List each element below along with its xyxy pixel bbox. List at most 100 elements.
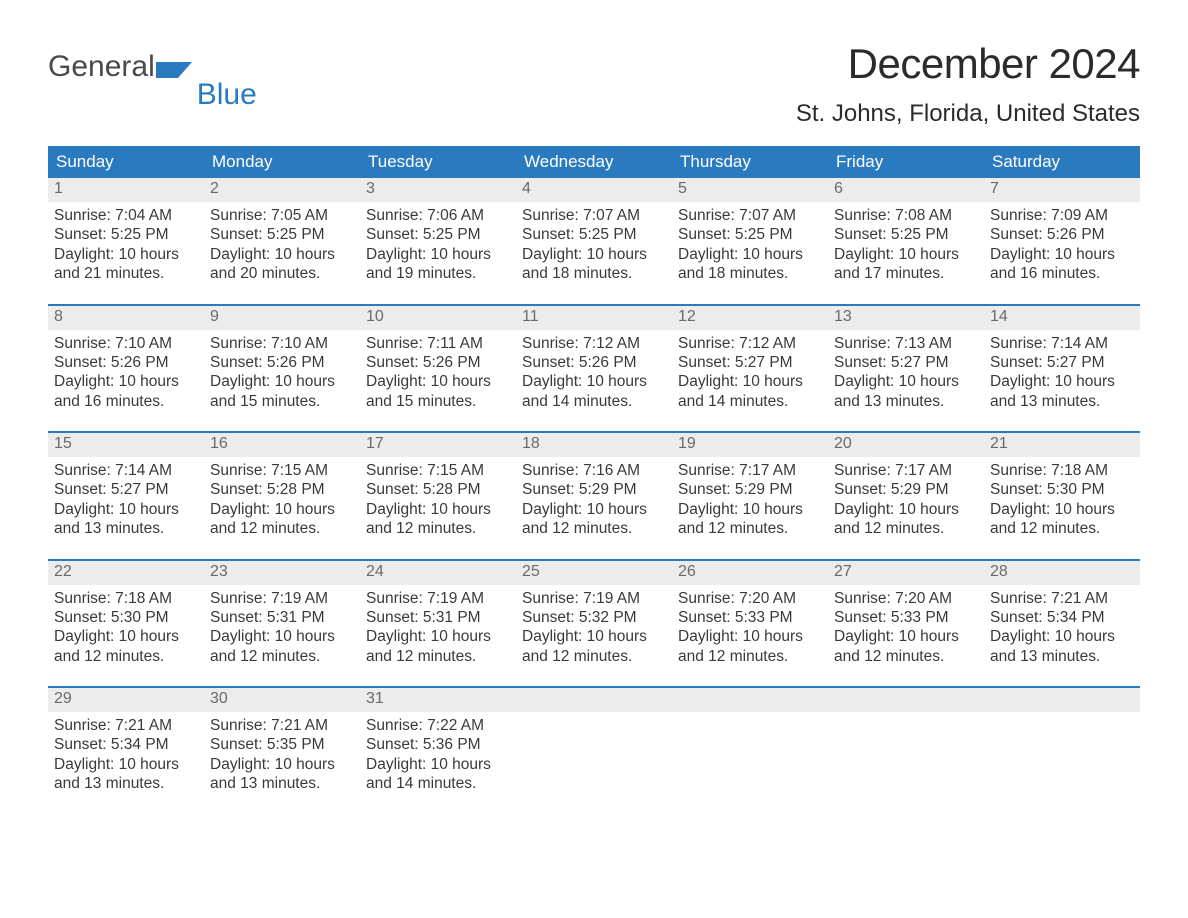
day-number: 10 <box>360 306 516 330</box>
sunset-text: Sunset: 5:31 PM <box>210 608 354 627</box>
daylight-text: Daylight: 10 hours and 13 minutes. <box>834 372 978 411</box>
week-row: 15Sunrise: 7:14 AMSunset: 5:27 PMDayligh… <box>48 431 1140 541</box>
daylight-text: Daylight: 10 hours and 18 minutes. <box>678 245 822 284</box>
day-cell: 30Sunrise: 7:21 AMSunset: 5:35 PMDayligh… <box>204 688 360 796</box>
day-number: 25 <box>516 561 672 585</box>
day-data: Sunrise: 7:09 AMSunset: 5:26 PMDaylight:… <box>984 202 1140 286</box>
day-cell <box>828 688 984 796</box>
day-cell: 18Sunrise: 7:16 AMSunset: 5:29 PMDayligh… <box>516 433 672 541</box>
sunset-text: Sunset: 5:26 PM <box>990 225 1134 244</box>
logo-text-general: General <box>48 50 155 84</box>
sunrise-text: Sunrise: 7:09 AM <box>990 206 1134 225</box>
sunset-text: Sunset: 5:29 PM <box>834 480 978 499</box>
sunset-text: Sunset: 5:30 PM <box>990 480 1134 499</box>
day-cell: 20Sunrise: 7:17 AMSunset: 5:29 PMDayligh… <box>828 433 984 541</box>
day-data: Sunrise: 7:20 AMSunset: 5:33 PMDaylight:… <box>672 585 828 669</box>
day-header-wed: Wednesday <box>516 146 672 178</box>
day-header-tue: Tuesday <box>360 146 516 178</box>
day-data: Sunrise: 7:07 AMSunset: 5:25 PMDaylight:… <box>672 202 828 286</box>
day-number <box>984 688 1140 712</box>
day-data: Sunrise: 7:10 AMSunset: 5:26 PMDaylight:… <box>204 330 360 414</box>
day-cell: 4Sunrise: 7:07 AMSunset: 5:25 PMDaylight… <box>516 178 672 286</box>
day-data: Sunrise: 7:16 AMSunset: 5:29 PMDaylight:… <box>516 457 672 541</box>
day-number: 22 <box>48 561 204 585</box>
sunrise-text: Sunrise: 7:04 AM <box>54 206 198 225</box>
day-header-sun: Sunday <box>48 146 204 178</box>
sunset-text: Sunset: 5:29 PM <box>678 480 822 499</box>
week-row: 22Sunrise: 7:18 AMSunset: 5:30 PMDayligh… <box>48 559 1140 669</box>
day-number: 26 <box>672 561 828 585</box>
day-number: 20 <box>828 433 984 457</box>
day-number: 1 <box>48 178 204 202</box>
sunrise-text: Sunrise: 7:19 AM <box>210 589 354 608</box>
sunset-text: Sunset: 5:33 PM <box>678 608 822 627</box>
day-cell: 25Sunrise: 7:19 AMSunset: 5:32 PMDayligh… <box>516 561 672 669</box>
sunset-text: Sunset: 5:26 PM <box>210 353 354 372</box>
day-data: Sunrise: 7:15 AMSunset: 5:28 PMDaylight:… <box>204 457 360 541</box>
daylight-text: Daylight: 10 hours and 20 minutes. <box>210 245 354 284</box>
sunset-text: Sunset: 5:25 PM <box>210 225 354 244</box>
sunrise-text: Sunrise: 7:14 AM <box>54 461 198 480</box>
day-header-fri: Friday <box>828 146 984 178</box>
day-number: 18 <box>516 433 672 457</box>
day-number: 13 <box>828 306 984 330</box>
day-data: Sunrise: 7:18 AMSunset: 5:30 PMDaylight:… <box>984 457 1140 541</box>
day-cell: 28Sunrise: 7:21 AMSunset: 5:34 PMDayligh… <box>984 561 1140 669</box>
day-cell: 11Sunrise: 7:12 AMSunset: 5:26 PMDayligh… <box>516 306 672 414</box>
day-number: 11 <box>516 306 672 330</box>
day-number: 2 <box>204 178 360 202</box>
sunrise-text: Sunrise: 7:19 AM <box>522 589 666 608</box>
daylight-text: Daylight: 10 hours and 16 minutes. <box>990 245 1134 284</box>
day-cell: 10Sunrise: 7:11 AMSunset: 5:26 PMDayligh… <box>360 306 516 414</box>
header: General Blue December 2024 St. Johns, Fl… <box>48 40 1140 142</box>
day-number: 17 <box>360 433 516 457</box>
day-cell: 6Sunrise: 7:08 AMSunset: 5:25 PMDaylight… <box>828 178 984 286</box>
flag-icon <box>156 56 192 90</box>
sunrise-text: Sunrise: 7:20 AM <box>678 589 822 608</box>
sunrise-text: Sunrise: 7:21 AM <box>990 589 1134 608</box>
day-data: Sunrise: 7:18 AMSunset: 5:30 PMDaylight:… <box>48 585 204 669</box>
daylight-text: Daylight: 10 hours and 12 minutes. <box>678 500 822 539</box>
sunset-text: Sunset: 5:29 PM <box>522 480 666 499</box>
sunrise-text: Sunrise: 7:21 AM <box>54 716 198 735</box>
day-number: 16 <box>204 433 360 457</box>
sunset-text: Sunset: 5:32 PM <box>522 608 666 627</box>
day-cell: 12Sunrise: 7:12 AMSunset: 5:27 PMDayligh… <box>672 306 828 414</box>
day-cell: 3Sunrise: 7:06 AMSunset: 5:25 PMDaylight… <box>360 178 516 286</box>
day-data: Sunrise: 7:17 AMSunset: 5:29 PMDaylight:… <box>828 457 984 541</box>
day-number: 12 <box>672 306 828 330</box>
daylight-text: Daylight: 10 hours and 12 minutes. <box>210 627 354 666</box>
day-number: 19 <box>672 433 828 457</box>
day-data: Sunrise: 7:12 AMSunset: 5:27 PMDaylight:… <box>672 330 828 414</box>
sunrise-text: Sunrise: 7:06 AM <box>366 206 510 225</box>
sunrise-text: Sunrise: 7:12 AM <box>522 334 666 353</box>
day-data: Sunrise: 7:04 AMSunset: 5:25 PMDaylight:… <box>48 202 204 286</box>
sunset-text: Sunset: 5:26 PM <box>54 353 198 372</box>
calendar: Sunday Monday Tuesday Wednesday Thursday… <box>48 146 1140 796</box>
week-row: 29Sunrise: 7:21 AMSunset: 5:34 PMDayligh… <box>48 686 1140 796</box>
daylight-text: Daylight: 10 hours and 13 minutes. <box>54 500 198 539</box>
day-cell <box>984 688 1140 796</box>
daylight-text: Daylight: 10 hours and 18 minutes. <box>522 245 666 284</box>
day-cell <box>672 688 828 796</box>
daylight-text: Daylight: 10 hours and 13 minutes. <box>990 372 1134 411</box>
day-number: 7 <box>984 178 1140 202</box>
day-number <box>828 688 984 712</box>
daylight-text: Daylight: 10 hours and 12 minutes. <box>990 500 1134 539</box>
sunrise-text: Sunrise: 7:20 AM <box>834 589 978 608</box>
sunrise-text: Sunrise: 7:11 AM <box>366 334 510 353</box>
month-title: December 2024 <box>796 40 1140 88</box>
day-data: Sunrise: 7:21 AMSunset: 5:35 PMDaylight:… <box>204 712 360 796</box>
sunrise-text: Sunrise: 7:07 AM <box>522 206 666 225</box>
sunrise-text: Sunrise: 7:21 AM <box>210 716 354 735</box>
day-data: Sunrise: 7:17 AMSunset: 5:29 PMDaylight:… <box>672 457 828 541</box>
sunrise-text: Sunrise: 7:15 AM <box>210 461 354 480</box>
week-row: 8Sunrise: 7:10 AMSunset: 5:26 PMDaylight… <box>48 304 1140 414</box>
day-data <box>828 712 984 718</box>
day-data: Sunrise: 7:15 AMSunset: 5:28 PMDaylight:… <box>360 457 516 541</box>
logo: General Blue <box>48 40 215 84</box>
sunrise-text: Sunrise: 7:14 AM <box>990 334 1134 353</box>
day-number: 9 <box>204 306 360 330</box>
day-data: Sunrise: 7:19 AMSunset: 5:32 PMDaylight:… <box>516 585 672 669</box>
day-data <box>516 712 672 718</box>
